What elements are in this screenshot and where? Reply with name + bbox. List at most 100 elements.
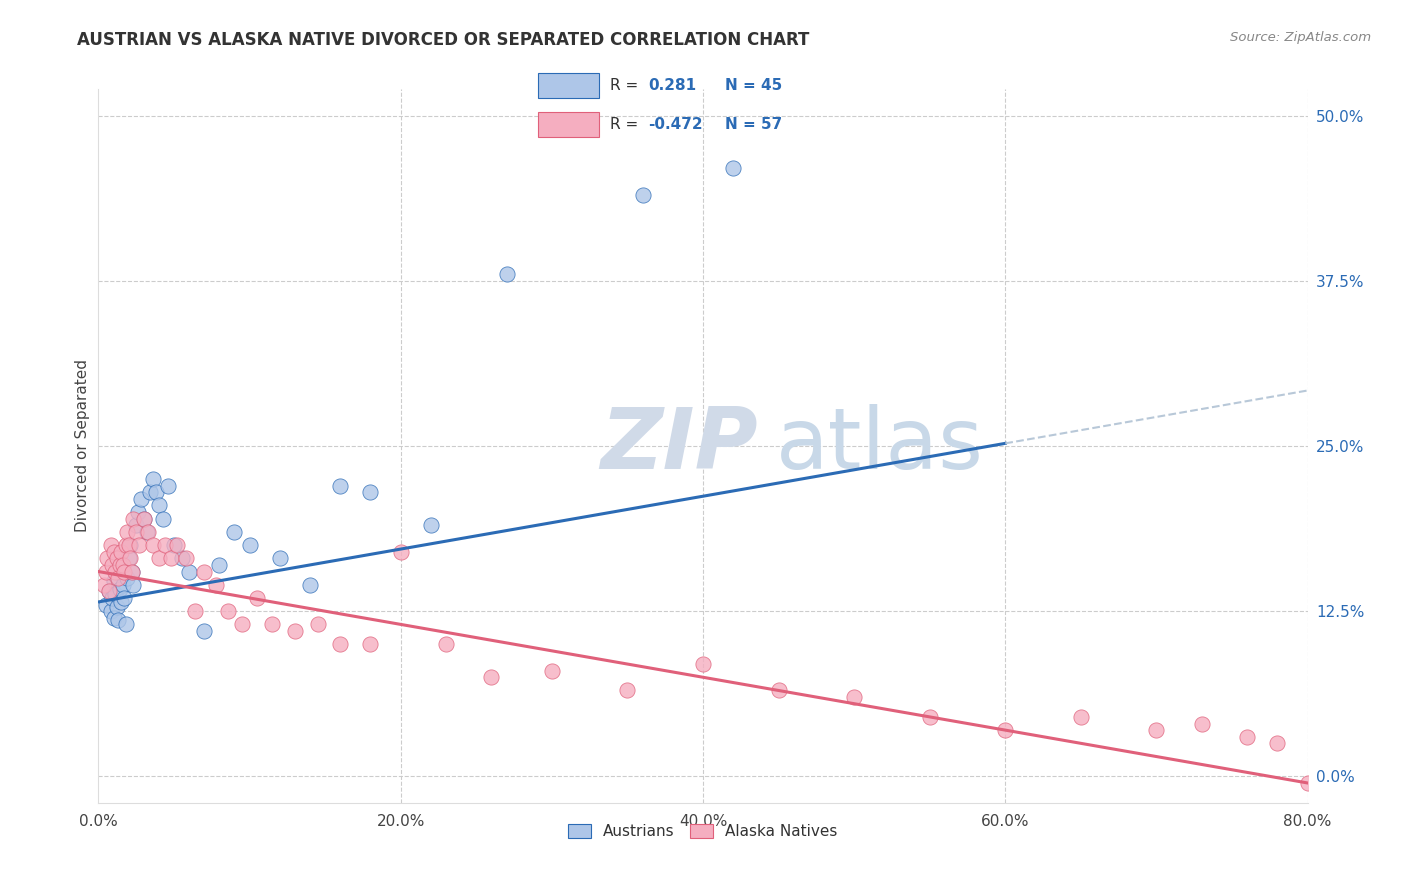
Point bbox=[118, 538, 141, 552]
Text: Source: ZipAtlas.com: Source: ZipAtlas.com bbox=[1230, 31, 1371, 45]
Point bbox=[994, 723, 1017, 738]
Point bbox=[101, 591, 124, 605]
Text: R =: R = bbox=[610, 78, 638, 93]
Point bbox=[98, 584, 121, 599]
Point bbox=[918, 710, 941, 724]
Point bbox=[122, 578, 145, 592]
Point bbox=[495, 267, 517, 281]
Point bbox=[360, 637, 382, 651]
Point bbox=[723, 161, 745, 176]
Text: -0.472: -0.472 bbox=[648, 117, 703, 132]
Point bbox=[1267, 736, 1289, 750]
Point bbox=[616, 683, 638, 698]
Point bbox=[104, 587, 127, 601]
Point bbox=[205, 578, 228, 592]
Text: AUSTRIAN VS ALASKA NATIVE DIVORCED OR SEPARATED CORRELATION CHART: AUSTRIAN VS ALASKA NATIVE DIVORCED OR SE… bbox=[77, 31, 810, 49]
Point bbox=[111, 578, 134, 592]
Point bbox=[420, 518, 443, 533]
Point bbox=[94, 598, 117, 612]
Point bbox=[184, 604, 207, 618]
Point bbox=[114, 617, 136, 632]
Point bbox=[540, 664, 562, 678]
Point bbox=[108, 582, 131, 596]
Point bbox=[112, 565, 135, 579]
Point bbox=[174, 551, 197, 566]
Point bbox=[269, 551, 291, 566]
Point bbox=[481, 670, 503, 684]
Point bbox=[170, 551, 193, 566]
Point bbox=[103, 545, 125, 559]
Point bbox=[1070, 710, 1092, 724]
FancyBboxPatch shape bbox=[538, 112, 599, 137]
Point bbox=[110, 595, 132, 609]
Point bbox=[135, 524, 157, 539]
Point bbox=[118, 551, 141, 566]
Point bbox=[136, 524, 159, 539]
Point bbox=[307, 617, 329, 632]
Point bbox=[101, 558, 124, 572]
Point bbox=[114, 538, 136, 552]
Point bbox=[148, 551, 170, 566]
Point bbox=[139, 485, 162, 500]
Point bbox=[128, 538, 150, 552]
Point bbox=[120, 551, 142, 566]
Point bbox=[115, 571, 138, 585]
Point bbox=[107, 614, 129, 628]
Point bbox=[148, 499, 170, 513]
Point bbox=[100, 538, 122, 552]
Point bbox=[127, 505, 149, 519]
Point bbox=[94, 565, 117, 579]
Point bbox=[844, 690, 866, 704]
Point bbox=[163, 538, 186, 552]
Point bbox=[262, 617, 284, 632]
Point bbox=[1296, 776, 1319, 790]
Point bbox=[299, 578, 322, 592]
Point bbox=[692, 657, 714, 671]
Point bbox=[193, 565, 215, 579]
Point bbox=[132, 511, 155, 525]
Point bbox=[112, 591, 135, 605]
Text: ZIP: ZIP bbox=[600, 404, 758, 488]
Point bbox=[98, 584, 121, 599]
Point bbox=[246, 591, 269, 605]
Point bbox=[108, 558, 131, 572]
Point bbox=[96, 551, 118, 566]
Point bbox=[239, 538, 262, 552]
Point bbox=[179, 565, 201, 579]
Point bbox=[145, 485, 167, 500]
Point bbox=[153, 538, 176, 552]
Point bbox=[132, 511, 155, 525]
Legend: Austrians, Alaska Natives: Austrians, Alaska Natives bbox=[562, 818, 844, 845]
Text: R =: R = bbox=[610, 117, 638, 132]
Point bbox=[105, 551, 128, 566]
Point bbox=[329, 637, 352, 651]
Point bbox=[129, 491, 152, 506]
Point bbox=[103, 611, 125, 625]
Point bbox=[125, 518, 148, 533]
Point bbox=[631, 188, 654, 202]
Point bbox=[142, 472, 165, 486]
Point bbox=[389, 545, 412, 559]
Point bbox=[1144, 723, 1167, 738]
Point bbox=[142, 538, 165, 552]
Text: N = 45: N = 45 bbox=[724, 78, 782, 93]
Point bbox=[122, 511, 145, 525]
Point bbox=[224, 524, 246, 539]
Point bbox=[111, 558, 134, 572]
Point bbox=[121, 565, 143, 579]
Point bbox=[120, 538, 142, 552]
Text: 0.281: 0.281 bbox=[648, 78, 696, 93]
Y-axis label: Divorced or Separated: Divorced or Separated bbox=[75, 359, 90, 533]
Point bbox=[208, 558, 231, 572]
Point bbox=[768, 683, 790, 698]
Text: N = 57: N = 57 bbox=[724, 117, 782, 132]
Point bbox=[329, 478, 352, 492]
Point bbox=[166, 538, 188, 552]
FancyBboxPatch shape bbox=[538, 72, 599, 98]
Point bbox=[104, 565, 127, 579]
Point bbox=[105, 600, 128, 615]
Point bbox=[231, 617, 253, 632]
Point bbox=[434, 637, 457, 651]
Point bbox=[107, 571, 129, 585]
Point bbox=[1236, 730, 1258, 744]
